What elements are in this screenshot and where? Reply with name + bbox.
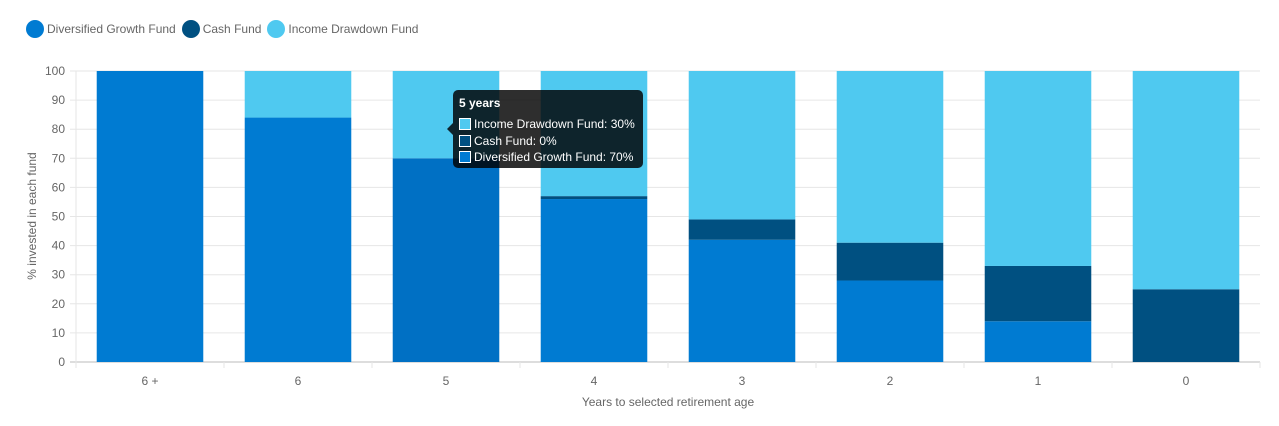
y-tick-label: 50: [52, 210, 66, 224]
bar-segment[interactable]: [244, 71, 352, 118]
tooltip-swatch: [459, 134, 471, 147]
tooltip-row-income-drawdown: Income Drawdown Fund: 30%: [459, 116, 637, 133]
bar-segment[interactable]: [836, 280, 944, 362]
x-tick-label: 5: [443, 374, 450, 388]
y-tick-label: 80: [52, 122, 66, 136]
tooltip-swatch: [459, 118, 471, 131]
legend-label: Cash Fund: [202, 22, 262, 36]
tooltip-row-diversified-growth: Diversified Growth Fund: 70%: [459, 149, 637, 166]
chart-legend: Diversified Growth Fund Cash Fund Income…: [26, 20, 424, 38]
bar-segment[interactable]: [984, 321, 1092, 362]
y-tick-label: 10: [52, 326, 66, 340]
tooltip-label: Cash Fund: 0%: [474, 133, 557, 148]
y-tick-label: 0: [58, 355, 65, 369]
bar-segment[interactable]: [1132, 289, 1240, 362]
y-tick-label: 100: [45, 64, 65, 78]
legend-item-cash-fund[interactable]: Cash Fund: [181, 20, 262, 38]
x-tick-label: 1: [1035, 374, 1042, 388]
bar-segment[interactable]: [96, 71, 204, 362]
bar-segment[interactable]: [244, 117, 352, 362]
bar-segment[interactable]: [540, 199, 648, 362]
x-tick-label: 6: [295, 374, 302, 388]
y-tick-label: 90: [52, 93, 66, 107]
bar-segment[interactable]: [984, 265, 1092, 322]
y-tick-label: 30: [52, 268, 66, 282]
chart-tooltip: 5 years Income Drawdown Fund: 30% Cash F…: [447, 90, 643, 168]
y-tick-label: 70: [52, 151, 66, 165]
x-tick-label: 6 +: [141, 374, 158, 388]
bar-segment[interactable]: [1132, 71, 1240, 290]
bar-segment[interactable]: [836, 71, 944, 243]
legend-label: Diversified Growth Fund: [47, 22, 176, 36]
bar-segment[interactable]: [392, 158, 500, 362]
y-axis-title: % invested in each fund: [25, 152, 39, 279]
x-axis-title: Years to selected retirement age: [582, 395, 755, 409]
tooltip-label: Diversified Growth Fund: 70%: [474, 150, 634, 165]
x-tick-label: 3: [739, 374, 746, 388]
bar-segment[interactable]: [984, 71, 1092, 266]
bar-segment[interactable]: [836, 242, 944, 281]
legend-label: Income Drawdown Fund: [288, 22, 419, 36]
x-tick-label: 0: [1183, 374, 1190, 388]
bar-segment[interactable]: [688, 71, 796, 220]
bar-segment[interactable]: [540, 196, 648, 200]
y-tick-label: 60: [52, 180, 66, 194]
tooltip-swatch: [459, 151, 471, 164]
x-tick-label: 2: [887, 374, 894, 388]
legend-swatch-cash: [181, 20, 200, 38]
y-tick-label: 20: [52, 297, 66, 311]
legend-item-income-drawdown-fund[interactable]: Income Drawdown Fund: [267, 20, 418, 38]
tooltip-row-cash: Cash Fund: 0%: [459, 133, 637, 150]
legend-swatch-income-drawdown: [267, 20, 286, 38]
legend-item-diversified-growth-fund[interactable]: Diversified Growth Fund: [26, 20, 176, 38]
tooltip-label: Income Drawdown Fund: 30%: [474, 117, 635, 132]
x-tick-label: 4: [591, 374, 598, 388]
bar-segment[interactable]: [688, 219, 796, 240]
legend-swatch-diversified-growth: [26, 20, 44, 38]
bar-segment[interactable]: [688, 239, 796, 362]
tooltip-title: 5 years: [459, 96, 501, 110]
y-tick-label: 40: [52, 239, 66, 253]
